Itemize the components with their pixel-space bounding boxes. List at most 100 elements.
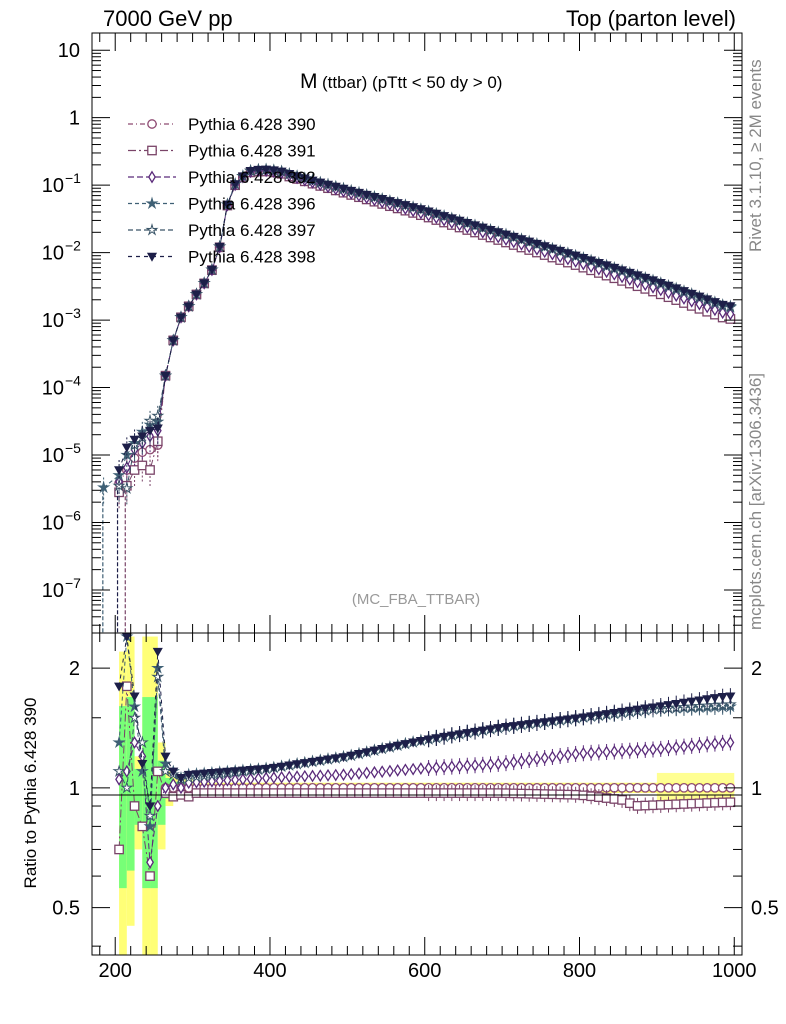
ratio-point: [539, 718, 550, 728]
ratio-point: [114, 682, 125, 692]
data-point: [299, 174, 310, 184]
data-point: [640, 273, 651, 283]
legend-marker: [145, 223, 159, 236]
data-point: [578, 253, 589, 263]
ratio-point: [463, 759, 472, 773]
data-point: [292, 172, 303, 182]
ratio-point: [143, 819, 157, 832]
ratio-point: [144, 802, 156, 812]
y-tick-label: 10: [42, 310, 64, 332]
ratio-point: [477, 726, 488, 736]
ratio-point: [121, 681, 132, 692]
data-point: [423, 207, 434, 217]
legend-entry: Pythia 6.428 392: [188, 168, 316, 187]
ratio-point: [485, 725, 496, 735]
y-tick-label: 10: [42, 378, 64, 400]
ratio-point: [238, 772, 247, 786]
data-point: [206, 265, 217, 275]
ratio-point: [709, 694, 720, 704]
ratio-point: [245, 766, 256, 775]
ratio-point: [129, 692, 140, 702]
ratio-point: [215, 774, 224, 788]
ratio-point: [231, 773, 240, 787]
ratio-point: [378, 765, 387, 779]
ratio-point: [339, 768, 348, 782]
data-point: [160, 371, 171, 381]
ratio-point: [601, 710, 612, 719]
ratio-point: [222, 767, 233, 777]
ratio-point: [324, 768, 332, 782]
ratio-point: [409, 762, 418, 776]
data-point: [454, 216, 465, 226]
ratio-point: [385, 764, 394, 778]
ratio-point: [493, 724, 504, 734]
ratio-point: [284, 761, 295, 771]
ratio-point: [369, 746, 380, 756]
band-inner: [150, 697, 158, 889]
ratio-point: [556, 749, 565, 763]
ratio-point: [276, 762, 287, 772]
ratio-point: [151, 669, 165, 683]
ratio-point: [261, 764, 272, 774]
data-point: [330, 182, 341, 192]
ratio-point: [632, 705, 643, 715]
ratio-point: [346, 751, 357, 761]
data-point: [687, 294, 696, 308]
ratio-point: [253, 765, 264, 775]
ratio-series-group: [112, 633, 737, 881]
data-point: [649, 280, 657, 294]
ratio-line: [118, 686, 189, 877]
ratio-point: [183, 770, 194, 780]
ratio-point: [129, 801, 140, 811]
data-point: [145, 465, 155, 475]
ratio-plot-frame: [91, 632, 743, 956]
data-point: [384, 197, 395, 206]
ratio-point: [300, 769, 309, 783]
ratio-point: [508, 722, 519, 731]
data-point: [694, 292, 705, 302]
x-tick-label: 600: [408, 960, 441, 982]
ratio-point: [207, 774, 216, 788]
data-point: [353, 188, 365, 198]
chart-title-main: M: [300, 70, 318, 93]
ratio-point: [649, 743, 657, 756]
data-point: [562, 249, 573, 259]
x-tick-label: 400: [253, 960, 286, 982]
data-point: [392, 199, 403, 209]
ratio-point: [246, 772, 255, 786]
data-point: [647, 276, 659, 286]
data-point: [183, 302, 194, 312]
data-point: [493, 228, 504, 238]
ratio-point: [686, 697, 697, 707]
ratio-point: [416, 762, 425, 775]
data-point: [718, 306, 727, 320]
ratio-point: [135, 764, 149, 778]
data-point: [400, 201, 411, 211]
data-point: [539, 242, 550, 252]
ratio-y-tick-label: 0.5: [52, 898, 80, 920]
data-point: [377, 195, 388, 204]
ratio-point: [112, 735, 126, 749]
ratio-point: [322, 755, 334, 765]
data-point: [609, 263, 620, 273]
ratio-point: [432, 761, 441, 774]
y-tick-label: 10: [42, 445, 64, 467]
ratio-point: [362, 766, 371, 780]
ratio-point: [586, 712, 597, 722]
y-tick-label: 10: [42, 580, 64, 602]
data-point: [702, 295, 713, 305]
data-point: [664, 286, 673, 300]
ratio-point: [145, 871, 155, 881]
ratio-point: [703, 737, 712, 751]
ratio-point: [168, 767, 179, 777]
mcplots-label: mcplots.cern.ch [arXiv:1306.3436]: [746, 372, 765, 630]
data-point: [663, 281, 674, 291]
ratio-point: [571, 747, 580, 761]
data-point: [469, 221, 481, 231]
ratio-point: [478, 758, 487, 772]
ratio-point: [446, 731, 457, 741]
data-point: [114, 466, 125, 476]
data-point: [695, 297, 704, 311]
ratio-point: [454, 730, 465, 740]
